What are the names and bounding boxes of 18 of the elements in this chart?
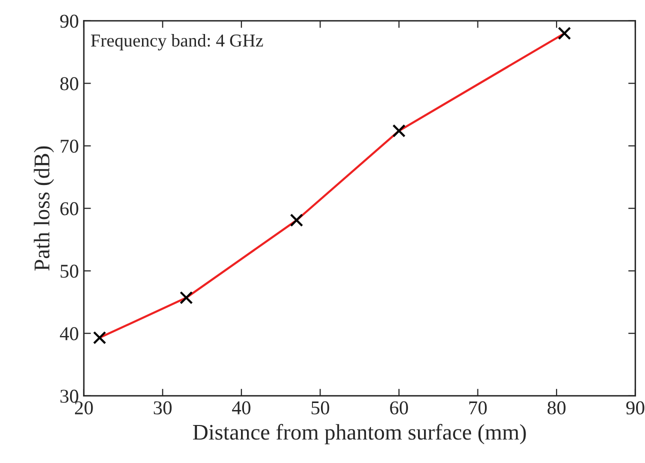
- x-tick-label: 90: [626, 401, 644, 414]
- annotation: Frequency band: 4 GHz: [90, 34, 263, 50]
- y-axis-title: Path loss (dB): [34, 146, 54, 271]
- x-tick-label: 80: [548, 401, 566, 414]
- x-tick-label: 70: [469, 401, 487, 414]
- y-tick-label: 30: [60, 390, 78, 403]
- x-tick-label: 50: [312, 401, 330, 414]
- x-tick-label: 20: [74, 401, 93, 414]
- y-tick-label: 90: [60, 14, 78, 28]
- y-tick-label: 70: [60, 140, 78, 153]
- y-tick-label: 50: [60, 264, 78, 278]
- x-axis-title: Distance from phantom surface (mm): [193, 424, 526, 444]
- x-tick-label: 60: [390, 401, 408, 414]
- x-tick-label: 30: [154, 401, 172, 414]
- y-tick-label: 80: [60, 77, 78, 90]
- y-tick-label: 40: [60, 327, 78, 340]
- x-tick-label: 40: [232, 401, 250, 414]
- y-tick-label: 60: [60, 202, 78, 216]
